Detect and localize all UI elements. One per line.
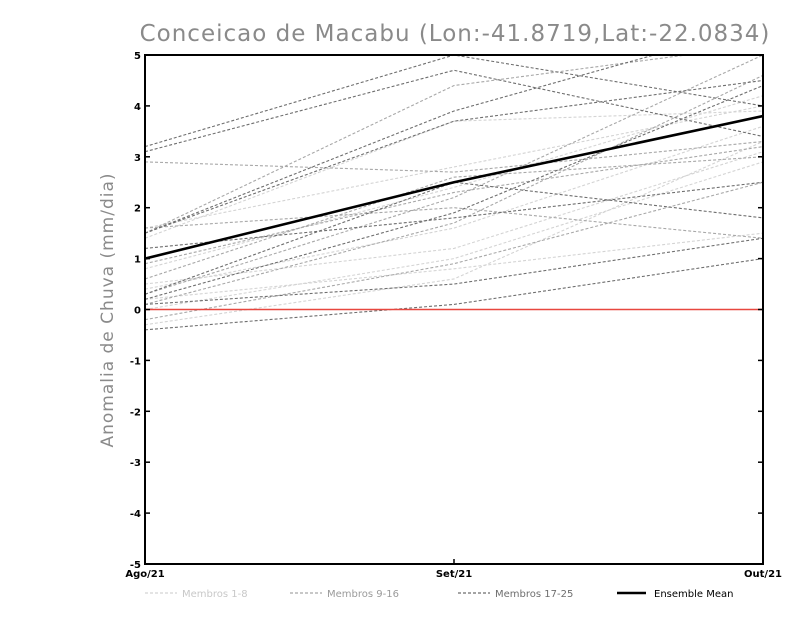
member-line-21 [145, 237, 763, 305]
y-tick-label: 1 [134, 255, 141, 266]
member-line-18 [145, 69, 763, 153]
chart-title: Conceicao de Macabu (Lon:-41.8719,Lat:-2… [140, 21, 771, 47]
member-line-22 [145, 258, 763, 331]
y-tick-label: 5 [134, 51, 141, 62]
member-line-25 [145, 85, 763, 300]
y-tick-label: -4 [130, 509, 141, 520]
member-line-9 [145, 55, 690, 234]
y-tick-label: 2 [134, 204, 141, 215]
member-line-1 [145, 105, 763, 229]
legend-label: Membros 9-16 [327, 589, 399, 600]
member-line-20 [145, 181, 763, 249]
member-line-7 [145, 125, 763, 290]
axes: -5 -4 -3 -2 -1 0 1 2 3 4 5 Ago/21 Set/21 Out/21 [125, 51, 782, 580]
member-line-19 [145, 55, 656, 234]
member-line-8 [145, 110, 763, 239]
member-line-17 [145, 55, 763, 148]
y-tick-label: -3 [130, 458, 141, 469]
legend-label: Membros 17-25 [495, 589, 573, 600]
member-line-12 [145, 156, 763, 280]
member-line-6 [145, 95, 763, 270]
member-line-13 [145, 140, 763, 173]
member-line-15 [145, 207, 763, 239]
member-line-5 [145, 141, 763, 326]
member-line-16 [145, 146, 763, 265]
member-line-23 [145, 181, 763, 295]
member-line-24 [145, 79, 763, 234]
series-group [145, 55, 763, 331]
y-axis-label: Anomalia de Chuva (mm/dia) [98, 172, 118, 447]
y-tick-label: 0 [134, 306, 141, 317]
legend-label: Ensemble Mean [654, 589, 733, 600]
member-line-11 [145, 181, 763, 321]
member-line-10 [145, 55, 763, 295]
x-tick-label: Set/21 [436, 569, 472, 580]
y-tick-label: -2 [130, 407, 141, 418]
member-line-3 [145, 232, 763, 300]
y-tick-label: 4 [134, 102, 141, 113]
x-tick-label: Ago/21 [125, 569, 164, 580]
legend: Membros 1-8 Membros 9-16 Membros 17-25 Ense… [145, 589, 733, 600]
y-tick-label: -1 [130, 356, 141, 367]
y-tick-label: -5 [130, 560, 141, 571]
plot-area [145, 55, 763, 331]
legend-label: Membros 1-8 [182, 589, 248, 600]
member-line-2 [145, 151, 763, 285]
member-line-14 [145, 74, 763, 305]
x-tick-label: Out/21 [744, 569, 782, 580]
y-tick-label: 3 [134, 153, 141, 164]
ensemble-mean-line [145, 114, 763, 260]
